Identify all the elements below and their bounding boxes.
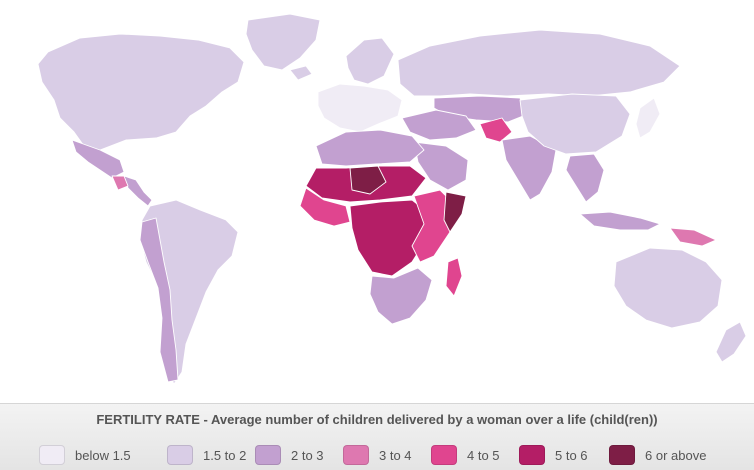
legend-swatch <box>519 445 545 465</box>
legend-item: 3 to 4 <box>343 444 412 466</box>
legend-title: FERTILITY RATE - Average number of child… <box>96 412 658 427</box>
legend-swatch <box>255 445 281 465</box>
legend-item: 1.5 to 2 <box>167 444 246 466</box>
region-indonesia <box>579 211 661 231</box>
region-andes <box>139 217 179 383</box>
legend-swatch <box>39 445 65 465</box>
legend-swatch <box>609 445 635 465</box>
region-western-europe <box>317 83 403 133</box>
region-iceland <box>289 65 313 81</box>
region-afghanistan <box>479 117 513 143</box>
legend-label: 3 to 4 <box>379 447 412 463</box>
region-southern-africa <box>369 267 433 325</box>
legend-label: 1.5 to 2 <box>203 447 247 463</box>
region-russia <box>397 29 681 97</box>
region-arabia <box>413 141 469 191</box>
region-somalia <box>443 191 467 233</box>
region-niger <box>349 165 387 195</box>
region-papua-new-guinea <box>669 227 717 247</box>
region-north-america <box>37 33 245 151</box>
legend-label: below 1.5 <box>75 447 131 463</box>
region-japan <box>635 97 661 139</box>
legend-item: 5 to 6 <box>519 444 588 466</box>
region-central-america <box>123 175 153 207</box>
region-greenland <box>245 13 321 71</box>
region-south-america <box>139 199 239 385</box>
legend-label: 5 to 6 <box>555 447 588 463</box>
region-mexico <box>71 139 125 179</box>
region-new-zealand <box>715 321 747 363</box>
legend-item: below 1.5 <box>39 444 131 466</box>
region-west-africa <box>299 187 351 227</box>
region-china <box>519 93 631 155</box>
region-scandinavia <box>345 37 395 85</box>
world-map <box>37 13 747 385</box>
region-middle-east <box>401 109 477 141</box>
legend-item: 2 to 3 <box>255 444 324 466</box>
region-madagascar <box>445 257 463 297</box>
legend-label: 2 to 3 <box>291 447 324 463</box>
legend-panel: FERTILITY RATE - Average number of child… <box>0 403 754 470</box>
legend-item: 4 to 5 <box>431 444 500 466</box>
region-central-africa <box>349 199 431 277</box>
legend-swatch <box>431 445 457 465</box>
region-north-africa <box>315 129 425 167</box>
region-guatemala <box>111 175 129 191</box>
legend-item: 6 or above <box>609 444 706 466</box>
region-southeast-asia <box>565 153 605 203</box>
legend-swatch <box>167 445 193 465</box>
legend-label: 6 or above <box>645 447 707 463</box>
legend-swatch <box>343 445 369 465</box>
legend-label: 4 to 5 <box>467 447 500 463</box>
region-australia <box>613 247 723 329</box>
